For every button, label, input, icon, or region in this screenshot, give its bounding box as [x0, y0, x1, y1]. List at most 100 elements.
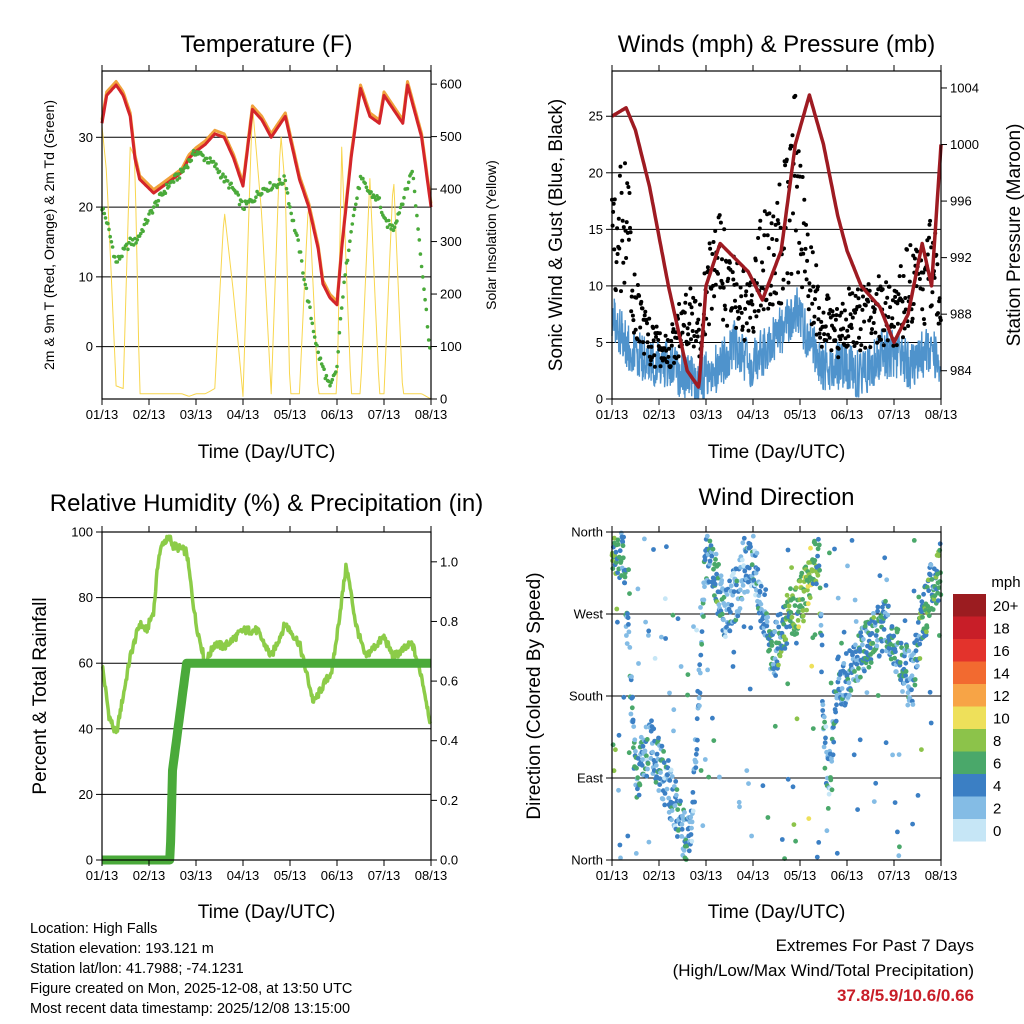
wind-direction-point [616, 787, 621, 793]
wind-direction-point [630, 694, 635, 700]
gust-point [753, 258, 758, 263]
wind-direction-point [912, 677, 918, 682]
dewpoint-point [295, 233, 299, 237]
wind-direction-point [679, 822, 685, 827]
gust-point [906, 324, 911, 328]
wind-direction-point [644, 773, 650, 779]
gust-point [730, 270, 735, 275]
dewpoint-point [347, 248, 351, 253]
wind-direction-point [773, 673, 778, 678]
wind-xtick-label: 03/13 [690, 407, 723, 422]
dewpoint-point [421, 275, 425, 279]
wind-direction-point [753, 570, 759, 576]
wind-direction-point [615, 537, 621, 543]
wind-direction-point [936, 553, 942, 559]
wind-direction-point [678, 798, 683, 804]
wind-direction-point [719, 578, 725, 583]
wind-direction-point [794, 716, 800, 722]
wind-direction-point [789, 614, 795, 620]
gust-point [927, 235, 931, 240]
gust-point [770, 237, 775, 241]
wind-direction-point [729, 602, 734, 608]
wind-direction-point [833, 709, 838, 715]
dewpoint-point [339, 306, 344, 310]
wind-ytick-label: 20 [589, 165, 603, 180]
dewpoint-point [369, 190, 373, 194]
rh-ytick-right-label: 0.2 [440, 793, 458, 808]
wind-direction-point [709, 553, 715, 559]
gust-point [845, 328, 850, 333]
gust-point [643, 309, 648, 314]
gust-point [866, 282, 871, 287]
wind-direction-point [733, 617, 739, 623]
gust-point [775, 218, 780, 223]
gust-point [850, 291, 855, 296]
wind-direction-point [646, 628, 652, 634]
gust-point [735, 309, 740, 314]
wind-direction-point [930, 607, 936, 612]
wind-ytick-right-label: 1004 [950, 80, 979, 95]
gust-point [830, 309, 835, 314]
gust-point [893, 294, 898, 299]
gust-point [925, 252, 930, 257]
wind-direction-point [776, 624, 782, 630]
dewpoint-point [254, 195, 258, 199]
gust-point [698, 302, 702, 307]
wind-direction-point [661, 760, 667, 765]
wind-direction-point [741, 624, 747, 630]
wind-direction-point [814, 581, 819, 587]
wind-direction-point [671, 728, 676, 734]
wind-direction-point [890, 752, 895, 758]
dewpoint-point [355, 196, 359, 200]
gust-point [910, 316, 915, 321]
wind-direction-point [842, 670, 847, 675]
gust-point [722, 303, 727, 308]
dewpoint-point [337, 330, 342, 335]
rh-ytick-right-label: 1.0 [440, 554, 458, 569]
gust-point [818, 335, 823, 340]
gust-point [663, 333, 668, 338]
wind-direction-point [689, 819, 695, 825]
gust-point [670, 322, 675, 327]
gust-point [876, 287, 881, 292]
gust-point [903, 296, 908, 300]
dewpoint-point [343, 273, 348, 277]
gust-point [885, 295, 890, 300]
dewpoint-point [318, 356, 323, 361]
gust-point [707, 322, 711, 327]
dewpoint-point [311, 329, 316, 334]
gust-point [669, 338, 674, 343]
gust-point [641, 340, 645, 345]
gust-point [897, 274, 902, 279]
dewpoint-point [324, 373, 329, 378]
gust-point [812, 314, 817, 319]
dewpoint-point [240, 199, 244, 204]
wind-direction-point [742, 568, 748, 574]
wind-direction-point [697, 670, 703, 676]
gust-point [920, 307, 925, 312]
wind-direction-point [754, 550, 760, 556]
gust-point [645, 321, 649, 326]
wind-direction-point [644, 737, 650, 742]
wind-direction-point [769, 643, 775, 648]
dewpoint-point [328, 383, 332, 388]
wind-direction-point [737, 606, 743, 611]
wind-direction-point [755, 566, 761, 572]
gust-point [928, 218, 933, 223]
dewpoint-point [177, 176, 182, 180]
wind-direction-point [828, 680, 834, 686]
wind-direction-point [620, 543, 626, 549]
wind-ytick-right-label: 1000 [950, 137, 979, 152]
gust-point [797, 240, 802, 245]
gust-point [905, 247, 909, 252]
gust-point [744, 321, 749, 326]
wind-direction-point [826, 791, 832, 797]
dewpoint-point [335, 364, 339, 369]
wind-direction-point [874, 643, 880, 649]
dewpoint-point [167, 184, 171, 189]
gust-point [693, 298, 698, 303]
wind-direction-point [622, 580, 628, 586]
gust-point [896, 292, 901, 297]
wind-direction-point [767, 647, 772, 653]
wind-direction-point [854, 661, 860, 667]
